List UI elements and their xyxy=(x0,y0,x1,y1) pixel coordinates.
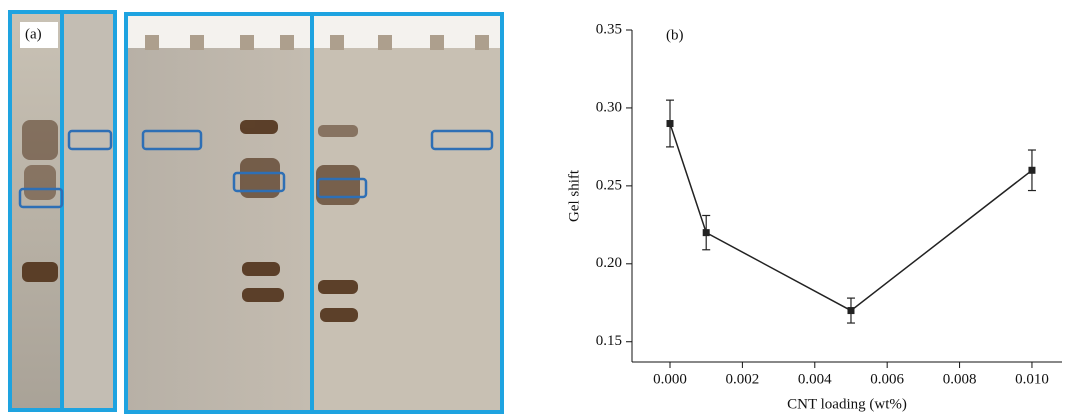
x-axis-label: CNT loading (wt%) xyxy=(787,396,907,412)
data-point xyxy=(1028,166,1036,174)
x-tick-label: 0.000 xyxy=(653,371,687,387)
panel-frames xyxy=(8,10,504,414)
gel-wells xyxy=(145,35,489,50)
gel-lane xyxy=(125,12,312,412)
panel-label: (a) xyxy=(25,26,42,42)
data-point xyxy=(847,307,855,315)
highlight-boxes xyxy=(18,129,494,209)
y-tick-label: 0.25 xyxy=(596,177,622,193)
x-tick-label: 0.004 xyxy=(798,371,832,387)
plot: (b) CNT loading (wt%) Gel shift xyxy=(566,27,906,412)
data-line xyxy=(669,123,1033,312)
data-point xyxy=(702,229,710,237)
gel-bands xyxy=(22,120,360,322)
data-point xyxy=(666,120,674,128)
y-tick-label: 0.30 xyxy=(596,99,622,115)
gel-lane xyxy=(312,12,502,412)
y-axis-label: Gel shift xyxy=(566,169,582,222)
y-tick-label: 0.15 xyxy=(596,333,622,349)
y-tick-label: 0.20 xyxy=(596,255,622,271)
x-tick-label: 0.002 xyxy=(726,371,760,387)
x-tick-label: 0.010 xyxy=(1015,371,1049,387)
label-bg xyxy=(20,22,58,48)
panel-label: (b) xyxy=(666,27,684,43)
gel-image: (a) xyxy=(8,10,504,414)
gel-lane xyxy=(62,12,115,412)
x-tick-label: 0.006 xyxy=(870,371,904,387)
gel-lane xyxy=(10,12,62,412)
y-tick-label: 0.35 xyxy=(596,21,622,37)
x-tick-label: 0.008 xyxy=(943,371,977,387)
